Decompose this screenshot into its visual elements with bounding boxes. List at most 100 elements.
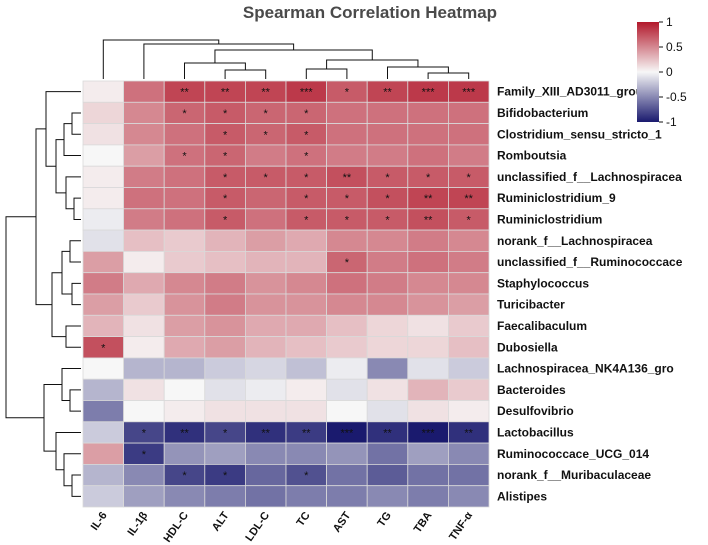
dendrogram-branch — [69, 240, 81, 263]
chart-title: Spearman Correlation Heatmap — [243, 3, 497, 22]
heatmap-cell — [123, 101, 165, 125]
heatmap-cell — [204, 442, 246, 465]
significance-star: ** — [261, 87, 270, 99]
column-label: IL-1β — [125, 510, 150, 539]
heatmap-cell — [366, 400, 409, 423]
significance-star: * — [182, 151, 187, 163]
heatmap-cell — [326, 123, 368, 146]
column-label: TNF-α — [447, 510, 475, 543]
heatmap-cell — [407, 336, 449, 359]
significance-star: ** — [221, 87, 230, 99]
row-dendrogram — [5, 91, 81, 497]
heatmap-cell — [244, 229, 287, 252]
heatmap-cell — [407, 229, 449, 252]
significance-star: * — [467, 214, 472, 226]
significance-star: * — [304, 193, 309, 205]
heatmap-cell — [407, 485, 449, 508]
significance-star: * — [304, 151, 309, 163]
dendrogram-branch — [5, 216, 44, 419]
heatmap-cell — [82, 293, 124, 316]
row-label: norank_f__Muribaculaceae — [497, 468, 651, 482]
heatmap-cell — [163, 250, 206, 274]
heatmap-cell — [326, 463, 368, 487]
significance-star: * — [304, 172, 309, 184]
heatmap-cell — [163, 336, 206, 359]
heatmap-cell — [447, 101, 490, 125]
heatmap-cell — [407, 314, 449, 337]
significance-star: * — [223, 172, 228, 184]
heatmap-cell — [447, 485, 490, 508]
dendrogram-branch — [427, 72, 470, 79]
heatmap-cell — [447, 378, 490, 401]
dendrogram-branch — [73, 197, 81, 220]
significance-star: ** — [383, 87, 392, 99]
heatmap-cell — [204, 250, 246, 274]
heatmap-cell — [447, 123, 490, 146]
heatmap-cell — [285, 293, 327, 316]
heatmap-cell — [82, 250, 124, 274]
significance-star: * — [345, 214, 350, 226]
heatmap-cell — [204, 314, 246, 337]
heatmap-cell — [447, 293, 490, 316]
heatmap-cell — [326, 144, 368, 167]
dendrogram-branch — [65, 325, 81, 348]
heatmap-cell — [244, 187, 287, 210]
significance-star: * — [223, 427, 228, 439]
heatmap-cell — [204, 378, 246, 401]
dendrogram-branch — [35, 128, 52, 306]
heatmap-cell — [366, 485, 409, 508]
heatmap-cell — [82, 229, 124, 252]
row-label: norank_f__Lachnospiracea — [497, 234, 653, 248]
row-label: Clostridium_sensu_stricto_1 — [497, 127, 662, 141]
heatmap-cell — [163, 165, 206, 188]
heatmap-cell — [82, 187, 124, 210]
significance-star: ** — [424, 193, 433, 205]
significance-star: * — [426, 172, 431, 184]
heatmap-cell — [285, 442, 327, 465]
heatmap-cell — [123, 378, 165, 401]
heatmap-cell — [163, 272, 206, 295]
heatmap-cell — [123, 357, 165, 380]
dendrogram-branch — [184, 62, 246, 79]
column-label: TC — [295, 510, 313, 529]
heatmap-cell — [447, 357, 490, 380]
heatmap-cell — [82, 208, 124, 231]
heatmap-cell — [163, 400, 206, 423]
heatmap-cell — [244, 442, 287, 465]
significance-star: * — [223, 470, 228, 482]
heatmap-cell — [163, 187, 206, 210]
heatmap-cell — [285, 272, 327, 295]
significance-star: *** — [462, 87, 476, 99]
significance-star: * — [223, 108, 228, 120]
heatmap-cell — [447, 400, 490, 423]
heatmap-cell — [326, 272, 368, 295]
heatmap-cell — [123, 400, 165, 423]
colorbar-tick-label: 0 — [666, 65, 673, 79]
heatmap-cell — [366, 272, 409, 295]
significance-star: * — [223, 151, 228, 163]
row-label: Ruminiclostridium_9 — [497, 191, 616, 205]
heatmap-cell — [407, 357, 449, 380]
significance-star: * — [345, 87, 350, 99]
dendrogram-branch — [55, 431, 81, 471]
row-label: Ruminiclostridium — [497, 212, 602, 226]
row-label: Desulfovibrio — [497, 404, 574, 418]
heatmap-cell — [285, 314, 327, 337]
heatmap-cell — [204, 485, 246, 508]
heatmap-cell — [285, 485, 327, 508]
heatmap-cell — [82, 442, 124, 465]
significance-star: * — [223, 214, 228, 226]
heatmap-cell — [285, 250, 327, 274]
dendrogram-branch — [43, 384, 62, 452]
column-label: TBA — [412, 510, 435, 535]
significance-star: ** — [343, 172, 352, 184]
heatmap-cell — [123, 314, 165, 337]
column-label: LDL-C — [243, 510, 272, 544]
heatmap-cell — [244, 208, 287, 231]
heatmap-cell — [366, 314, 409, 337]
row-label: unclassified_f__Ruminococcace — [497, 255, 683, 269]
heatmap-cell — [82, 463, 124, 487]
heatmap-cell — [244, 485, 287, 508]
significance-marks: ** ** ** *** * ** *** **** * * ** * ** * ** * * ** * * ** * * *… — [101, 87, 476, 482]
heatmap-cell — [123, 144, 165, 167]
